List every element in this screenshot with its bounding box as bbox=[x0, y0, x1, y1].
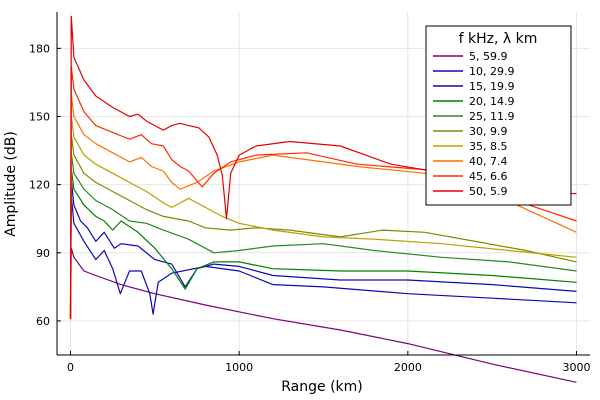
y-tick-label: 60 bbox=[36, 315, 50, 328]
y-tick-label: 180 bbox=[29, 42, 50, 55]
legend-label-2: 10, 29.9 bbox=[469, 65, 514, 78]
x-tick-label: 3000 bbox=[563, 361, 591, 374]
legend-label-7: 35, 8.5 bbox=[469, 140, 507, 153]
x-tick-label: 1000 bbox=[225, 361, 253, 374]
legend: f kHz, λ km 5, 59.9 10, 29.9 15, 19.9 20, 1… bbox=[425, 25, 572, 206]
series-line-6 bbox=[69, 134, 577, 319]
legend-items: 5, 59.9 10, 29.9 15, 19.9 20, 14.9 25, 11.9 3… bbox=[433, 50, 514, 198]
y-axis-label: Amplitude (dB) bbox=[3, 131, 19, 237]
x-tick-label: 2000 bbox=[394, 361, 422, 374]
series-line-8 bbox=[69, 93, 577, 319]
series-line-4 bbox=[69, 168, 577, 319]
legend-label-4: 20, 14.9 bbox=[469, 95, 514, 108]
series-line-10 bbox=[69, 15, 577, 319]
legend-label-6: 30, 9.9 bbox=[469, 125, 507, 138]
legend-label-8: 40, 7.4 bbox=[469, 155, 507, 168]
legend-label-5: 25, 11.9 bbox=[469, 110, 514, 123]
legend-label-10: 50, 5.9 bbox=[469, 185, 507, 198]
legend-label-3: 15, 19.9 bbox=[469, 80, 514, 93]
series-line-2 bbox=[69, 195, 577, 319]
x-axis-label: Range (km) bbox=[281, 379, 363, 395]
y-tick-label: 150 bbox=[29, 110, 50, 123]
y-tick-label: 90 bbox=[36, 247, 50, 260]
series-line-3 bbox=[69, 179, 577, 319]
legend-label-9: 45, 6.6 bbox=[469, 170, 507, 183]
series-line-7 bbox=[69, 115, 577, 319]
series-layer bbox=[69, 15, 577, 383]
series-line-5 bbox=[69, 152, 577, 319]
series-line-1 bbox=[69, 247, 577, 383]
x-ticks: 0 1000 2000 3000 bbox=[67, 351, 591, 374]
legend-title: f kHz, λ km bbox=[459, 31, 538, 47]
legend-label-1: 5, 59.9 bbox=[469, 50, 507, 63]
y-ticks: 60 90 120 150 180 bbox=[29, 42, 61, 328]
series-line-9 bbox=[69, 65, 577, 319]
y-tick-label: 120 bbox=[29, 179, 50, 192]
x-tick-label: 0 bbox=[67, 361, 74, 374]
